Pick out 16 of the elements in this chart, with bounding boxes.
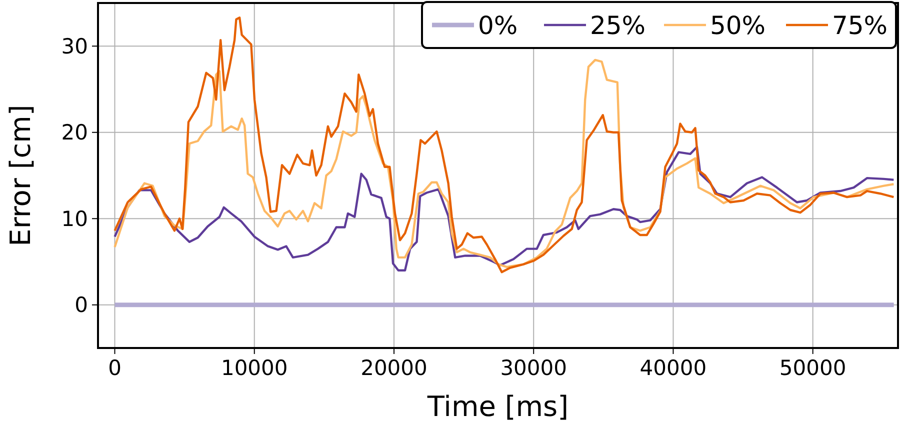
x-tick-label: 10000 [220,356,288,380]
y-tick-label: 20 [61,120,88,145]
legend-label: 0% [478,10,518,40]
legend-label: 25% [590,10,646,40]
y-tick-label: 30 [61,34,88,58]
x-tick-label: 20000 [360,356,428,380]
x-tick-label: 0 [108,356,122,380]
x-tick-label: 30000 [500,356,568,380]
x-tick-label: 40000 [640,356,707,380]
y-tick-label: 0 [74,293,88,318]
y-axis-title: Error [cm] [4,104,37,246]
y-tick-label: 10 [61,206,88,231]
legend-label: 50% [710,10,766,40]
x-axis-title: Time [ms] [426,390,569,423]
legend-label: 75% [832,10,888,40]
x-tick-label: 50000 [779,356,846,380]
